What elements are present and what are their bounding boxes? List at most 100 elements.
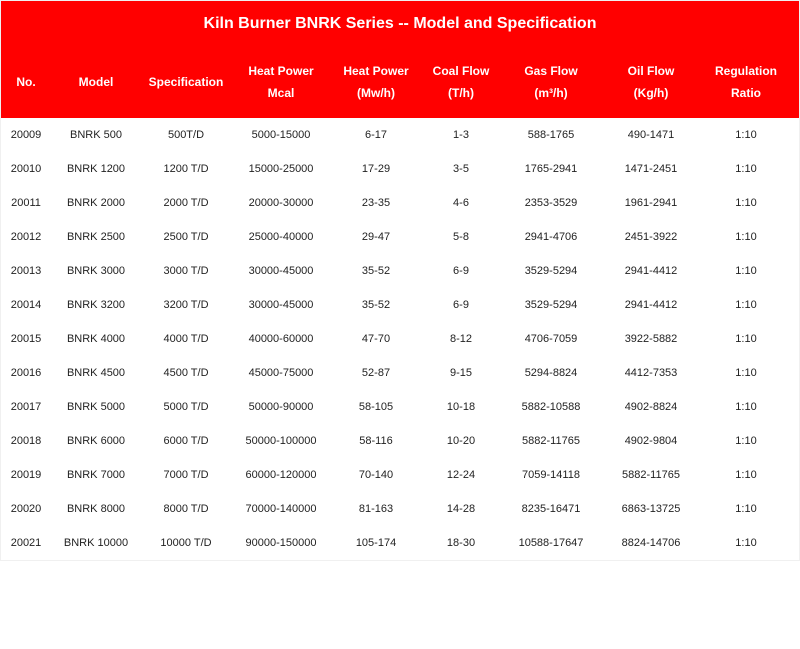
table-cell: 2000 T/D bbox=[141, 197, 231, 209]
table-cell: 9-15 bbox=[421, 367, 501, 379]
table-cell: 1471-2451 bbox=[601, 163, 701, 175]
column-header: Model bbox=[51, 68, 141, 98]
table-row: 20016BNRK 45004500 T/D45000-7500052-879-… bbox=[1, 356, 799, 390]
table-cell: 1-3 bbox=[421, 129, 501, 141]
table-cell: 18-30 bbox=[421, 537, 501, 549]
table-cell: 8235-16471 bbox=[501, 503, 601, 515]
table-row: 20018BNRK 60006000 T/D50000-10000058-116… bbox=[1, 424, 799, 458]
table-cell: 20021 bbox=[1, 537, 51, 549]
table-cell: 5882-10588 bbox=[501, 401, 601, 413]
table-cell: 2941-4412 bbox=[601, 299, 701, 311]
table-cell: 4706-7059 bbox=[501, 333, 601, 345]
table-cell: 35-52 bbox=[331, 265, 421, 277]
table-cell: 4412-7353 bbox=[601, 367, 701, 379]
table-cell: 35-52 bbox=[331, 299, 421, 311]
column-header: Gas Flow(m³/h) bbox=[501, 57, 601, 108]
table-cell: 1:10 bbox=[701, 469, 791, 481]
table-cell: 20011 bbox=[1, 197, 51, 209]
table-row: 20011BNRK 20002000 T/D20000-3000023-354-… bbox=[1, 186, 799, 220]
table-body: 20009BNRK 500500T/D5000-150006-171-3588-… bbox=[1, 118, 799, 560]
table-cell: 8824-14706 bbox=[601, 537, 701, 549]
table-cell: 4902-8824 bbox=[601, 401, 701, 413]
table-cell: 3200 T/D bbox=[141, 299, 231, 311]
table-cell: 1200 T/D bbox=[141, 163, 231, 175]
table-cell: 45000-75000 bbox=[231, 367, 331, 379]
table-row: 20021BNRK 1000010000 T/D90000-150000105-… bbox=[1, 526, 799, 560]
table-cell: 20012 bbox=[1, 231, 51, 243]
table-cell: 1:10 bbox=[701, 231, 791, 243]
table-cell: BNRK 7000 bbox=[51, 469, 141, 481]
table-cell: 6863-13725 bbox=[601, 503, 701, 515]
table-cell: 30000-45000 bbox=[231, 265, 331, 277]
column-header: Specification bbox=[141, 68, 231, 98]
table-cell: BNRK 1200 bbox=[51, 163, 141, 175]
table-cell: 4500 T/D bbox=[141, 367, 231, 379]
table-cell: 1:10 bbox=[701, 299, 791, 311]
table-cell: 20020 bbox=[1, 503, 51, 515]
table-cell: 14-28 bbox=[421, 503, 501, 515]
table-cell: 2941-4706 bbox=[501, 231, 601, 243]
table-cell: 25000-40000 bbox=[231, 231, 331, 243]
table-cell: 20000-30000 bbox=[231, 197, 331, 209]
table-cell: 6-9 bbox=[421, 265, 501, 277]
table-row: 20013BNRK 30003000 T/D30000-4500035-526-… bbox=[1, 254, 799, 288]
table-cell: 6000 T/D bbox=[141, 435, 231, 447]
column-header-line: Heat Power bbox=[333, 61, 419, 83]
table-cell: 50000-90000 bbox=[231, 401, 331, 413]
table-cell: 47-70 bbox=[331, 333, 421, 345]
table-cell: 4-6 bbox=[421, 197, 501, 209]
table-cell: 2500 T/D bbox=[141, 231, 231, 243]
table-cell: 6-9 bbox=[421, 299, 501, 311]
table-cell: 2941-4412 bbox=[601, 265, 701, 277]
table-cell: 20016 bbox=[1, 367, 51, 379]
table-cell: 6-17 bbox=[331, 129, 421, 141]
table-cell: 7059-14118 bbox=[501, 469, 601, 481]
column-header: RegulationRatio bbox=[701, 57, 791, 108]
table-cell: 50000-100000 bbox=[231, 435, 331, 447]
table-cell: 90000-150000 bbox=[231, 537, 331, 549]
table-cell: 1:10 bbox=[701, 129, 791, 141]
table-row: 20010BNRK 12001200 T/D15000-2500017-293-… bbox=[1, 152, 799, 186]
table-cell: 81-163 bbox=[331, 503, 421, 515]
table-cell: 3529-5294 bbox=[501, 299, 601, 311]
table-cell: 20015 bbox=[1, 333, 51, 345]
table-cell: 5-8 bbox=[421, 231, 501, 243]
column-header-line: (Kg/h) bbox=[603, 83, 699, 105]
table-cell: 3000 T/D bbox=[141, 265, 231, 277]
table-row: 20020BNRK 80008000 T/D70000-14000081-163… bbox=[1, 492, 799, 526]
table-cell: 70000-140000 bbox=[231, 503, 331, 515]
column-header: Heat Power(Mw/h) bbox=[331, 57, 421, 108]
column-header: Oil Flow(Kg/h) bbox=[601, 57, 701, 108]
table-cell: 20018 bbox=[1, 435, 51, 447]
table-cell: 8000 T/D bbox=[141, 503, 231, 515]
table-row: 20012BNRK 25002500 T/D25000-4000029-475-… bbox=[1, 220, 799, 254]
table-cell: 7000 T/D bbox=[141, 469, 231, 481]
table-cell: 1:10 bbox=[701, 401, 791, 413]
column-header: Coal Flow(T/h) bbox=[421, 57, 501, 108]
column-header-line: (Mw/h) bbox=[333, 83, 419, 105]
table-cell: 58-105 bbox=[331, 401, 421, 413]
table-cell: 1:10 bbox=[701, 537, 791, 549]
table-cell: 23-35 bbox=[331, 197, 421, 209]
table-cell: 1765-2941 bbox=[501, 163, 601, 175]
spec-table-container: Kiln Burner BNRK Series -- Model and Spe… bbox=[0, 0, 800, 561]
table-cell: 70-140 bbox=[331, 469, 421, 481]
table-cell: 3529-5294 bbox=[501, 265, 601, 277]
table-cell: 5000 T/D bbox=[141, 401, 231, 413]
table-cell: 20014 bbox=[1, 299, 51, 311]
table-cell: 40000-60000 bbox=[231, 333, 331, 345]
table-cell: 15000-25000 bbox=[231, 163, 331, 175]
table-cell: BNRK 4500 bbox=[51, 367, 141, 379]
table-cell: 30000-45000 bbox=[231, 299, 331, 311]
table-cell: 60000-120000 bbox=[231, 469, 331, 481]
column-header-line: Coal Flow bbox=[423, 61, 499, 83]
table-cell: 1:10 bbox=[701, 435, 791, 447]
table-cell: 1:10 bbox=[701, 265, 791, 277]
table-cell: BNRK 2000 bbox=[51, 197, 141, 209]
table-cell: 10000 T/D bbox=[141, 537, 231, 549]
table-cell: 1:10 bbox=[701, 197, 791, 209]
column-header: Heat PowerMcal bbox=[231, 57, 331, 108]
table-cell: 10-20 bbox=[421, 435, 501, 447]
column-header-line: Regulation bbox=[703, 61, 789, 83]
table-row: 20015BNRK 40004000 T/D40000-6000047-708-… bbox=[1, 322, 799, 356]
